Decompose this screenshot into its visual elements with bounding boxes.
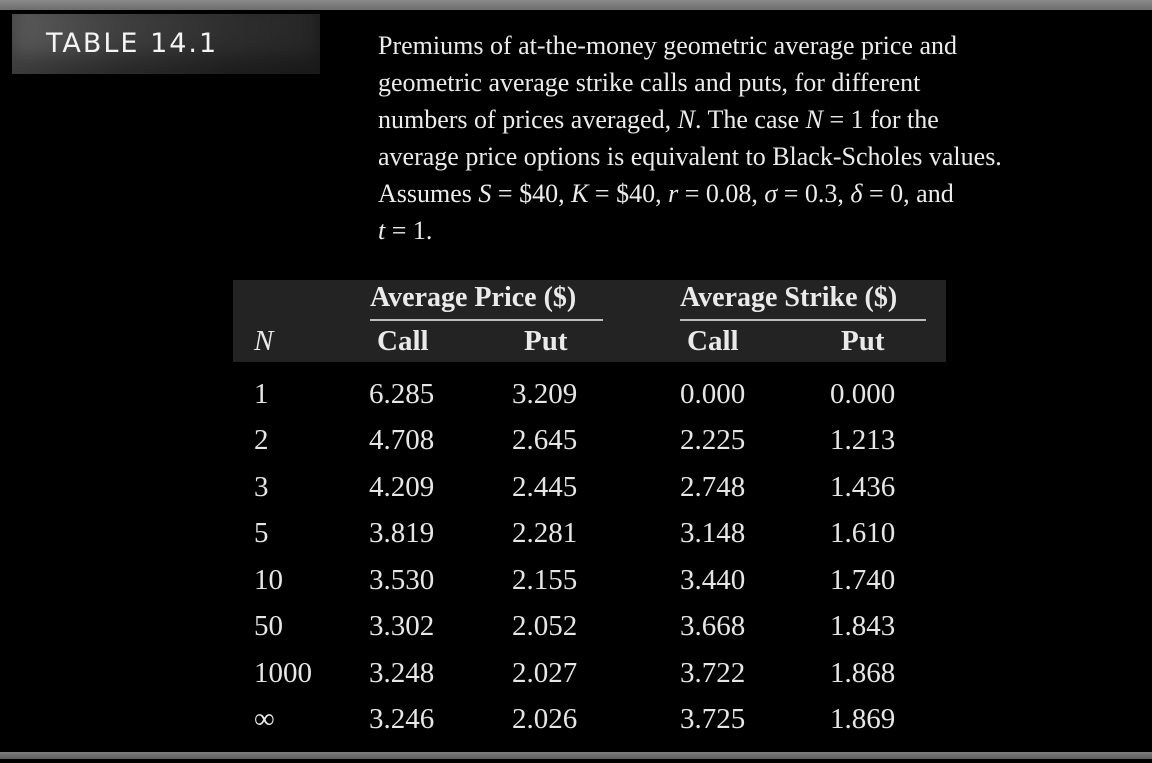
caption-variable: N [805,105,823,134]
caption-text: = 0, and [862,179,954,208]
table-row: 10 3.530 2.155 3.440 1.740 [0,564,1152,610]
cell-n: 1 [254,378,269,410]
group-rule-average-strike [680,319,926,321]
cell-price-call: 4.708 [369,424,435,456]
cell-n: 3 [254,471,269,503]
table-label: TABLE 14.1 [46,28,219,59]
caption-text: = 1. [385,216,433,245]
cell-strike-put: 1.610 [830,517,896,549]
table-row: 50 3.302 2.052 3.668 1.843 [0,610,1152,656]
top-rule [0,0,1152,10]
table-row: 1 6.285 3.209 0.000 0.000 [0,378,1152,424]
caption-text: Assumes [378,179,479,208]
group-heading-average-price: Average Price ($) [370,282,577,313]
cell-strike-call: 2.748 [680,471,746,503]
caption-line: numbers of prices averaged, N. The case … [378,101,1108,138]
caption-text: average price options is equivalent to B… [378,142,1002,171]
caption-variable: S [478,179,492,208]
table-caption: Premiums of at-the-money geometric avera… [378,27,1108,249]
cell-price-put: 2.645 [512,424,578,456]
cell-price-put: 2.155 [512,564,578,596]
table-row: 3 4.209 2.445 2.748 1.436 [0,471,1152,517]
cell-price-put: 2.026 [512,703,578,735]
caption-text: . The case [694,105,806,134]
cell-price-call: 3.302 [369,610,435,642]
caption-text: = 0.3, [777,179,851,208]
table-row: ∞ 3.246 2.026 3.725 1.869 [0,703,1152,749]
table-row: 2 4.708 2.645 2.225 1.213 [0,424,1152,470]
cell-strike-call: 3.722 [680,657,746,689]
cell-strike-call: 0.000 [680,378,746,410]
cell-strike-put: 1.868 [830,657,896,689]
cell-price-put: 2.052 [512,610,578,642]
cell-strike-put: 1.436 [830,471,896,503]
cell-n: 10 [254,564,283,596]
cell-price-call: 3.819 [369,517,435,549]
caption-line: geometric average strike calls and puts,… [378,64,1108,101]
caption-text: geometric average strike calls and puts,… [378,68,921,97]
column-header-strike-put: Put [841,325,885,357]
table-label-box: TABLE 14.1 [12,14,320,74]
cell-strike-put: 1.843 [830,610,896,642]
caption-text: numbers of prices averaged, [378,105,678,134]
cell-n: 50 [254,610,283,642]
cell-price-put: 2.445 [512,471,578,503]
cell-price-call: 3.248 [369,657,435,689]
group-heading-average-strike: Average Strike ($) [680,282,898,313]
column-header-price-put: Put [524,325,568,357]
cell-strike-call: 3.440 [680,564,746,596]
caption-line: average price options is equivalent to B… [378,138,1108,175]
caption-variable: t [378,216,386,245]
cell-n: 2 [254,424,269,456]
cell-strike-call: 3.725 [680,703,746,735]
cell-strike-call: 3.668 [680,610,746,642]
table-row: 5 3.819 2.281 3.148 1.610 [0,517,1152,563]
cell-price-put: 3.209 [512,378,578,410]
cell-n: ∞ [254,703,275,735]
cell-price-call: 6.285 [369,378,435,410]
cell-price-call: 4.209 [369,471,435,503]
caption-text: = 0.08, [678,179,765,208]
cell-n: 1000 [254,657,312,689]
cell-price-call: 3.246 [369,703,435,735]
column-header-strike-call: Call [687,325,739,357]
caption-line: Premiums of at-the-money geometric avera… [378,27,1108,64]
cell-strike-put: 1.740 [830,564,896,596]
caption-variable: N [677,105,695,134]
cell-price-put: 2.281 [512,517,578,549]
caption-text: = $40, [588,179,669,208]
caption-variable: δ [850,179,863,208]
caption-text: = $40, [491,179,572,208]
caption-variable: r [668,179,679,208]
table-header-band [233,280,946,362]
column-header-price-call: Call [377,325,429,357]
cell-strike-put: 1.213 [830,424,896,456]
caption-text: Premiums of at-the-money geometric avera… [378,31,957,60]
group-rule-average-price [370,319,603,321]
table-row: 1000 3.248 2.027 3.722 1.868 [0,657,1152,703]
cell-strike-call: 3.148 [680,517,746,549]
caption-line: Assumes S = $40, K = $40, r = 0.08, σ = … [378,175,1108,212]
cell-n: 5 [254,517,269,549]
cell-price-call: 3.530 [369,564,435,596]
cell-strike-put: 1.869 [830,703,896,735]
caption-variable: K [571,179,589,208]
caption-line: t = 1. [378,212,1108,249]
bottom-rule [0,752,1152,759]
cell-strike-call: 2.225 [680,424,746,456]
caption-text: = 1 for the [823,105,939,134]
caption-variable: σ [764,179,778,208]
cell-strike-put: 0.000 [830,378,896,410]
column-header-n: N [254,325,274,357]
cell-price-put: 2.027 [512,657,578,689]
